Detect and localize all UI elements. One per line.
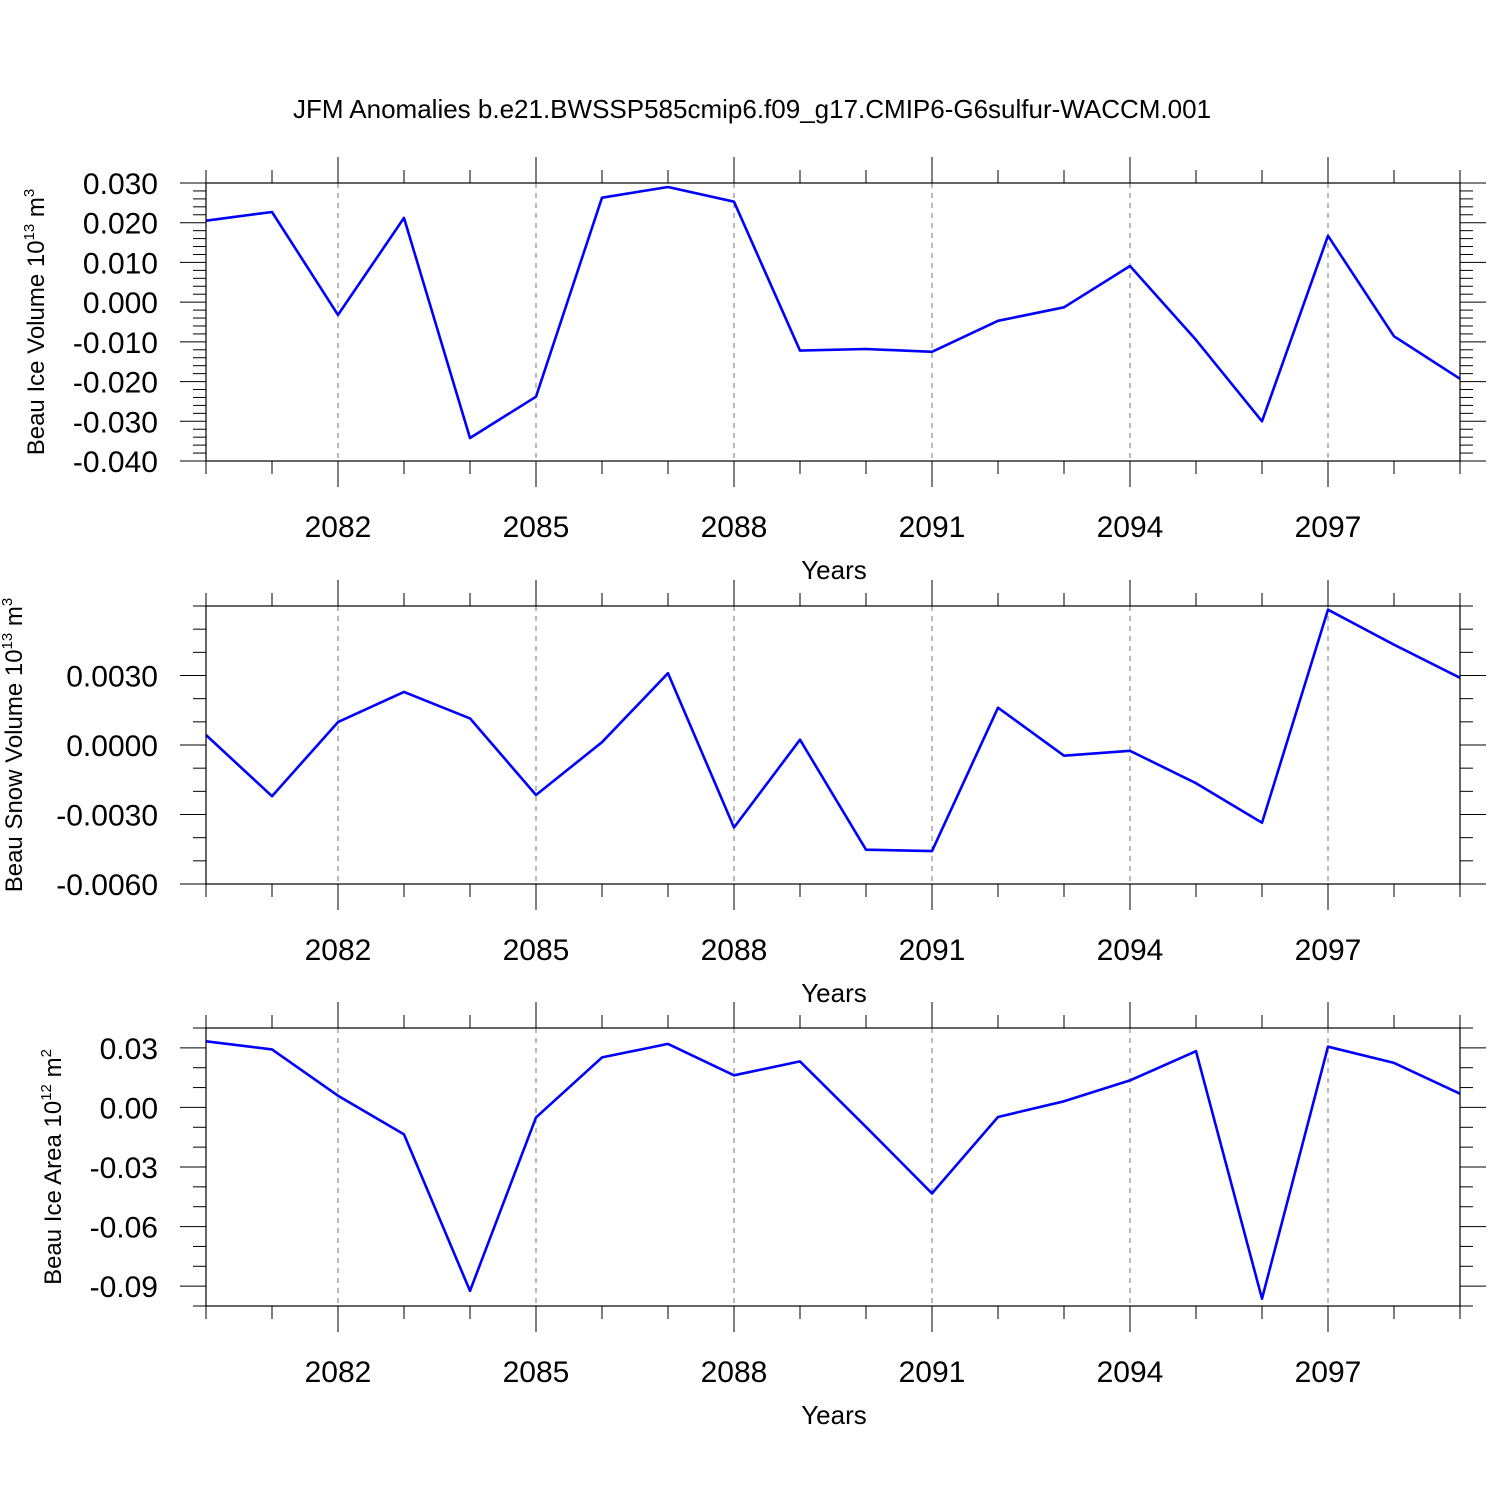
y-tick-label: 0.0030 — [66, 661, 158, 694]
x-tick-label: 2082 — [305, 511, 372, 544]
x-tick-label: 2097 — [1295, 511, 1362, 544]
x-tick-label: 2097 — [1295, 1356, 1362, 1389]
x-axis-label: Years — [801, 978, 867, 1008]
y-tick-label: 0.010 — [83, 247, 158, 280]
y-axis-label: Beau Ice Area 1012 m2 — [38, 1049, 67, 1285]
x-tick-label: 2085 — [503, 1356, 570, 1389]
x-tick-label: 2094 — [1097, 934, 1164, 967]
x-axis-label: Years — [801, 555, 867, 585]
y-axis-label: Beau Ice Volume 1013 m3 — [21, 189, 50, 456]
y-tick-label: -0.0060 — [56, 869, 158, 902]
x-tick-label: 2097 — [1295, 934, 1362, 967]
y-tick-label: -0.040 — [73, 446, 158, 479]
x-tick-label: 2082 — [305, 1356, 372, 1389]
y-tick-label: 0.030 — [83, 168, 158, 201]
x-tick-label: 2085 — [503, 934, 570, 967]
panel-1: -0.040 -0.030 -0.020 -0.010 0.000 0.010 0.020 0… — [21, 157, 1486, 585]
panel-3: -0.09 -0.06 -0.03 0.00 0.03 2082 2085 2088 2091 2… — [38, 1002, 1486, 1430]
y-axis-label: Beau Snow Volume 1013 m3 — [0, 598, 28, 893]
series-line — [205, 1040, 1461, 1300]
plot-frame — [205, 182, 1461, 462]
x-tick-label: 2085 — [503, 511, 570, 544]
x-tick-label: 2091 — [899, 934, 966, 967]
y-tick-label: -0.03 — [90, 1152, 158, 1185]
y-tick-label: 0.000 — [83, 287, 158, 320]
panel-2: -0.0060 -0.0030 0.0000 0.0030 2082 2085 2088 20… — [0, 580, 1486, 1008]
x-tick-label: 2094 — [1097, 511, 1164, 544]
y-tick-label: 0.03 — [100, 1033, 158, 1066]
series-line — [205, 608, 1461, 853]
x-tick-label: 2088 — [701, 511, 768, 544]
x-tick-label: 2094 — [1097, 1356, 1164, 1389]
y-tick-label: 0.00 — [100, 1092, 158, 1125]
y-tick-label: -0.010 — [73, 327, 158, 360]
x-tick-label: 2088 — [701, 1356, 768, 1389]
series-line — [205, 185, 1461, 440]
x-tick-label: 2082 — [305, 934, 372, 967]
chart-title: JFM Anomalies b.e21.BWSSP585cmip6.f09_g1… — [293, 94, 1211, 124]
y-tick-label: -0.030 — [73, 406, 158, 439]
y-tick-label: -0.020 — [73, 367, 158, 400]
chart-panels: -0.040 -0.030 -0.020 -0.010 0.000 0.010 0.020 0… — [0, 157, 1486, 1430]
plot-frame — [205, 1027, 1461, 1307]
x-axis-label: Years — [801, 1400, 867, 1430]
plot-frame — [205, 605, 1461, 885]
y-tick-label: -0.06 — [90, 1212, 158, 1245]
x-tick-label: 2088 — [701, 934, 768, 967]
x-tick-label: 2091 — [899, 511, 966, 544]
y-tick-label: 0.0000 — [66, 730, 158, 763]
y-tick-label: -0.09 — [90, 1271, 158, 1304]
y-tick-label: 0.020 — [83, 208, 158, 241]
x-tick-label: 2091 — [899, 1356, 966, 1389]
y-tick-label: -0.0030 — [56, 800, 158, 833]
